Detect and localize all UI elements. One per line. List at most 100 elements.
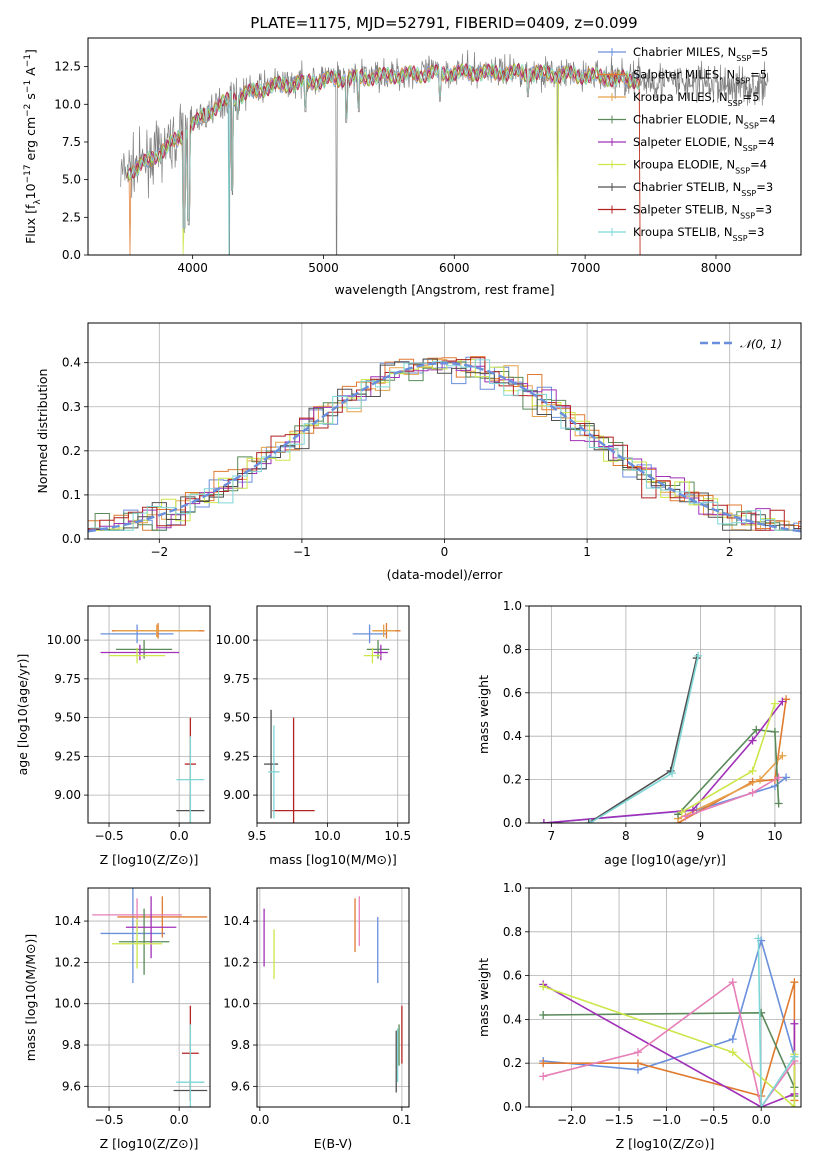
weight-marker <box>539 1072 548 1081</box>
residuals-panel: −2 −1 0 1 2 0.0 0.1 0.2 0.3 0.4 (data-model)/error… <box>35 322 802 582</box>
x-tick-label: −1.5 <box>604 1113 633 1127</box>
y-tick-label: 0.8 <box>503 642 522 656</box>
weight-marker <box>728 978 737 987</box>
weight-marker <box>778 751 787 760</box>
mass-vs-extinction-panel: 0.0 0.1 9.6 9.8 10.0 10.2 10.4 E(B-V) <box>223 887 411 1151</box>
plot-frame <box>528 605 802 824</box>
y-tick-label: 5.0 <box>62 173 81 187</box>
weight-marker <box>790 1103 799 1107</box>
legend-text: Kroupa ELODIE, N <box>633 158 735 172</box>
y-axis-label: mass weight <box>476 958 491 1037</box>
x-tick-label: −2 <box>150 545 168 559</box>
y-label-part: A <box>23 67 38 80</box>
plot-frame <box>256 605 410 824</box>
y-tick-label: 0.0 <box>503 816 522 830</box>
y-label-part: −17 <box>23 164 33 183</box>
y-label-part: λ <box>33 199 43 205</box>
legend-entry: Kroupa STELIB, NSSP=3 <box>633 225 764 243</box>
weight-marker <box>754 934 763 943</box>
y-tick-label: 10.4 <box>54 914 81 928</box>
y-tick-label: 9.6 <box>231 1079 250 1093</box>
x-tick-label: 6000 <box>439 261 470 275</box>
model-spectrum-kroupa-miles <box>126 62 641 229</box>
y-tick-label: 9.25 <box>223 749 250 763</box>
y-tick-label: 9.75 <box>54 672 81 686</box>
x-tick-label: 8 <box>622 829 630 843</box>
residual-histogram-chabrier-stelib <box>88 358 801 531</box>
x-tick-label: 7 <box>548 829 556 843</box>
x-axis-label: wavelength [Angstrom, rest frame] <box>334 282 554 297</box>
x-tick-label: 0 <box>441 545 449 559</box>
y-tick-label: 1.0 <box>503 881 522 895</box>
y-label-part: ] <box>23 49 38 54</box>
weight-line-pink <box>543 980 796 1107</box>
y-tick-label: 0.0 <box>62 532 81 546</box>
legend-tail: =3 <box>756 180 773 194</box>
legend-tail: =3 <box>755 203 772 217</box>
x-tick-label: 8000 <box>701 261 732 275</box>
residual-histogram-salpeter-elodie <box>88 361 801 531</box>
x-axis-label: age [log10(age/yr)] <box>604 852 726 867</box>
y-label-part: Flux [f <box>23 204 38 244</box>
x-axis-label: (data-model)/error <box>387 567 504 582</box>
legend-tail: =4 <box>758 135 775 149</box>
y-tick-label: 0.0 <box>62 248 81 262</box>
legend-subscript: SSP <box>741 189 756 198</box>
y-tick-label: 0.4 <box>62 356 81 370</box>
model-spectrum-kroupa-elodie <box>126 63 641 255</box>
y-tick-label: 0.2 <box>503 773 522 787</box>
y-tick-label: 0.6 <box>503 969 522 983</box>
weight-marker <box>770 699 779 708</box>
model-spectrum-chabrier-elodie <box>126 63 641 229</box>
legend-subscript: SSP <box>735 76 750 85</box>
y-axis-label: Normed distribution <box>35 369 50 494</box>
plot-area <box>100 623 205 823</box>
weight-marker <box>748 766 757 775</box>
plot-frame <box>256 887 410 1108</box>
y-tick-label: 10.2 <box>223 955 250 969</box>
x-tick-label: 9 <box>697 829 705 843</box>
weight-line-salpeter-elodie <box>543 701 784 823</box>
plot-area <box>92 888 208 1107</box>
x-tick-label: 9.5 <box>247 829 266 843</box>
legend-tail: =5 <box>750 68 767 82</box>
weight-marker <box>752 725 761 734</box>
weight-marker <box>677 808 686 817</box>
plot-area <box>88 356 801 533</box>
weight-marker <box>688 805 697 814</box>
x-tick-label: 0.1 <box>392 1113 411 1127</box>
weight-marker <box>668 769 677 778</box>
plot-frame <box>87 605 211 824</box>
legend-tail: =3 <box>748 225 765 239</box>
y-tick-label: 0.2 <box>62 444 81 458</box>
legend-tail: =5 <box>751 45 768 59</box>
legend-subscript: SSP <box>736 54 751 63</box>
x-axis-label: E(B-V) <box>314 1136 353 1151</box>
y-tick-label: 0.8 <box>503 925 522 939</box>
weight-marker <box>584 819 593 823</box>
y-tick-label: 9.8 <box>231 1038 250 1052</box>
x-tick-label: 2 <box>726 545 734 559</box>
legend-subscript: SSP <box>744 121 759 130</box>
y-tick-label: 0.2 <box>503 1056 522 1070</box>
weight-marker <box>539 1059 548 1068</box>
x-tick-label: 1 <box>583 545 591 559</box>
weight-marker <box>728 1048 737 1057</box>
legend-tail: =5 <box>743 90 760 104</box>
x-tick-label: 10.0 <box>314 829 341 843</box>
y-tick-label: 10.4 <box>223 914 250 928</box>
weight-marker <box>633 1048 642 1057</box>
age-vs-metallicity-panel: −0.5 0.0 9.00 9.25 9.50 9.75 10.00 Z [log10(Z/Z… <box>15 605 211 867</box>
weight-marker <box>756 775 765 784</box>
y-tick-label: 0.1 <box>62 488 81 502</box>
legend-entry: Chabrier ELODIE, NSSP=4 <box>633 113 776 131</box>
x-tick-label: −1 <box>293 545 311 559</box>
y-axis-label: age [log10(age/yr)] <box>15 654 30 776</box>
x-tick-label: −1.0 <box>652 1113 681 1127</box>
y-label-part: −1 <box>23 54 33 67</box>
y-tick-label: 9.75 <box>223 672 250 686</box>
x-tick-label: 0.0 <box>752 1113 771 1127</box>
weight-line-kroupa-stelib <box>589 655 699 823</box>
x-tick-label: 7000 <box>570 261 601 275</box>
